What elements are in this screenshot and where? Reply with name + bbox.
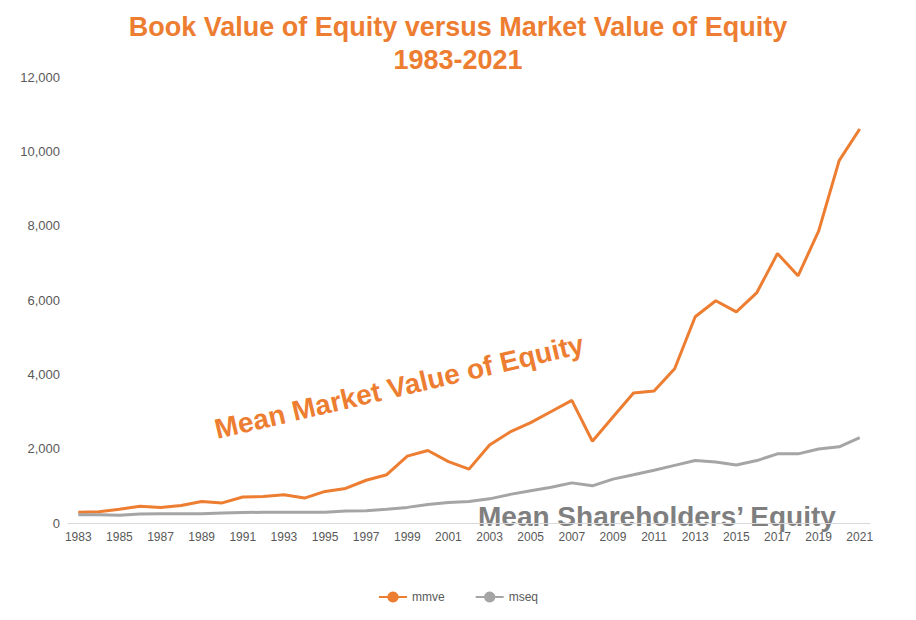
svg-text:2007: 2007 [558,530,585,544]
svg-text:mmve: mmve [412,590,445,604]
svg-text:10,000: 10,000 [20,144,60,159]
svg-text:1985: 1985 [106,530,133,544]
svg-text:1993: 1993 [271,530,298,544]
svg-text:2003: 2003 [476,530,503,544]
svg-text:mseq: mseq [509,590,538,604]
svg-text:12,000: 12,000 [20,70,60,85]
svg-text:1991: 1991 [229,530,256,544]
svg-text:6,000: 6,000 [27,293,60,308]
svg-text:8,000: 8,000 [27,218,60,233]
svg-text:2021: 2021 [846,530,873,544]
svg-text:Book Value of Equity versus Ma: Book Value of Equity versus Market Value… [129,12,788,42]
svg-text:2,000: 2,000 [27,441,60,456]
svg-text:2009: 2009 [600,530,627,544]
svg-text:1989: 1989 [188,530,215,544]
svg-text:0: 0 [53,516,60,531]
svg-text:2013: 2013 [682,530,709,544]
svg-text:Mean Shareholders’ Equity: Mean Shareholders’ Equity [478,501,836,532]
svg-text:4,000: 4,000 [27,367,60,382]
svg-text:2011: 2011 [641,530,667,544]
svg-text:1997: 1997 [353,530,380,544]
svg-text:2019: 2019 [805,530,832,544]
svg-text:1999: 1999 [394,530,421,544]
svg-text:2001: 2001 [435,530,462,544]
svg-text:1983-2021: 1983-2021 [393,45,522,75]
svg-text:2015: 2015 [723,530,750,544]
svg-text:1995: 1995 [312,530,339,544]
svg-text:2005: 2005 [517,530,544,544]
svg-text:2017: 2017 [764,530,791,544]
svg-text:1983: 1983 [65,530,92,544]
svg-text:1987: 1987 [147,530,174,544]
svg-text:Mean Market Value of Equity: Mean Market Value of Equity [212,328,588,444]
